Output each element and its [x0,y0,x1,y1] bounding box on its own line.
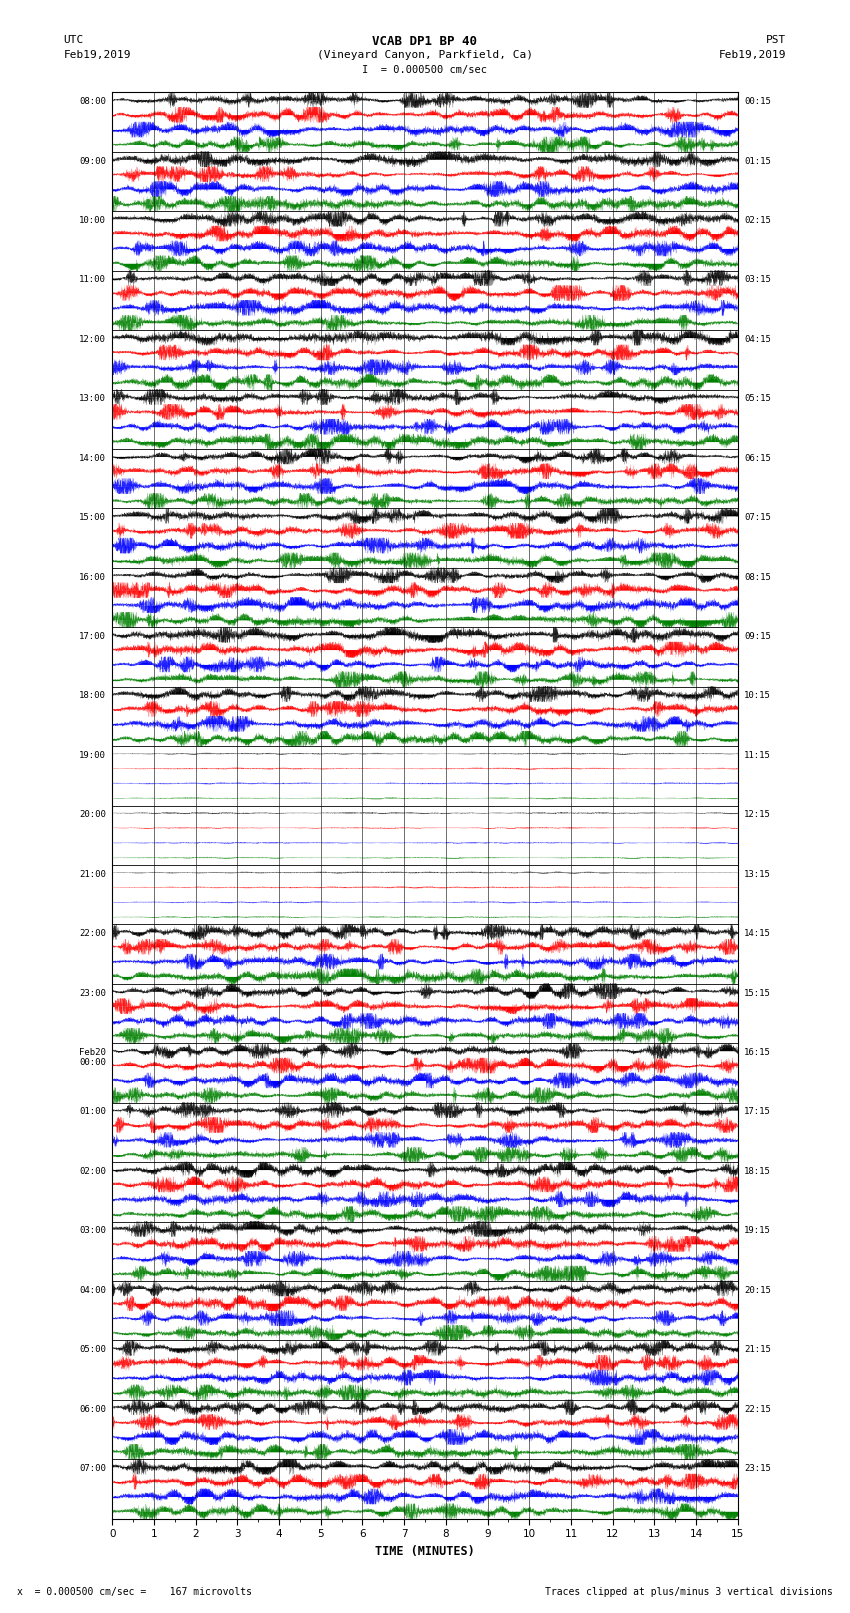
Text: 19:00: 19:00 [79,752,106,760]
Text: Traces clipped at plus/minus 3 vertical divisions: Traces clipped at plus/minus 3 vertical … [545,1587,833,1597]
Text: 08:15: 08:15 [744,573,771,582]
Text: (Vineyard Canyon, Parkfield, Ca): (Vineyard Canyon, Parkfield, Ca) [317,50,533,60]
Text: 21:00: 21:00 [79,869,106,879]
Text: 03:00: 03:00 [79,1226,106,1236]
Text: UTC: UTC [64,35,84,45]
Text: 01:00: 01:00 [79,1108,106,1116]
Text: 00:15: 00:15 [744,97,771,106]
Text: Feb19,2019: Feb19,2019 [719,50,786,60]
Text: 15:00: 15:00 [79,513,106,523]
Text: 22:15: 22:15 [744,1405,771,1413]
Text: 01:15: 01:15 [744,156,771,166]
Text: 17:00: 17:00 [79,632,106,640]
Text: 20:15: 20:15 [744,1286,771,1295]
Text: 06:00: 06:00 [79,1405,106,1413]
Text: 20:00: 20:00 [79,810,106,819]
Text: 10:15: 10:15 [744,692,771,700]
Text: 22:00: 22:00 [79,929,106,939]
X-axis label: TIME (MINUTES): TIME (MINUTES) [375,1545,475,1558]
Text: PST: PST [766,35,786,45]
Text: 10:00: 10:00 [79,216,106,226]
Text: 02:00: 02:00 [79,1166,106,1176]
Text: 11:15: 11:15 [744,752,771,760]
Text: 04:00: 04:00 [79,1286,106,1295]
Text: 12:00: 12:00 [79,336,106,344]
Text: 23:00: 23:00 [79,989,106,997]
Text: 05:00: 05:00 [79,1345,106,1355]
Text: 19:15: 19:15 [744,1226,771,1236]
Text: 06:15: 06:15 [744,453,771,463]
Text: 18:00: 18:00 [79,692,106,700]
Text: 16:00: 16:00 [79,573,106,582]
Text: 21:15: 21:15 [744,1345,771,1355]
Text: 15:15: 15:15 [744,989,771,997]
Text: 23:15: 23:15 [744,1465,771,1473]
Text: 14:00: 14:00 [79,453,106,463]
Text: VCAB DP1 BP 40: VCAB DP1 BP 40 [372,35,478,48]
Text: 07:00: 07:00 [79,1465,106,1473]
Text: 18:15: 18:15 [744,1166,771,1176]
Text: Feb19,2019: Feb19,2019 [64,50,131,60]
Text: 17:15: 17:15 [744,1108,771,1116]
Text: I  = 0.000500 cm/sec: I = 0.000500 cm/sec [362,65,488,74]
Text: 12:15: 12:15 [744,810,771,819]
Text: 03:15: 03:15 [744,276,771,284]
Text: 04:15: 04:15 [744,336,771,344]
Text: 11:00: 11:00 [79,276,106,284]
Text: 13:15: 13:15 [744,869,771,879]
Text: 02:15: 02:15 [744,216,771,226]
Text: 13:00: 13:00 [79,394,106,403]
Text: x  = 0.000500 cm/sec =    167 microvolts: x = 0.000500 cm/sec = 167 microvolts [17,1587,252,1597]
Text: 05:15: 05:15 [744,394,771,403]
Text: 08:00: 08:00 [79,97,106,106]
Text: 14:15: 14:15 [744,929,771,939]
Text: Feb20
00:00: Feb20 00:00 [79,1048,106,1068]
Text: 09:00: 09:00 [79,156,106,166]
Text: 16:15: 16:15 [744,1048,771,1057]
Text: 09:15: 09:15 [744,632,771,640]
Text: 07:15: 07:15 [744,513,771,523]
